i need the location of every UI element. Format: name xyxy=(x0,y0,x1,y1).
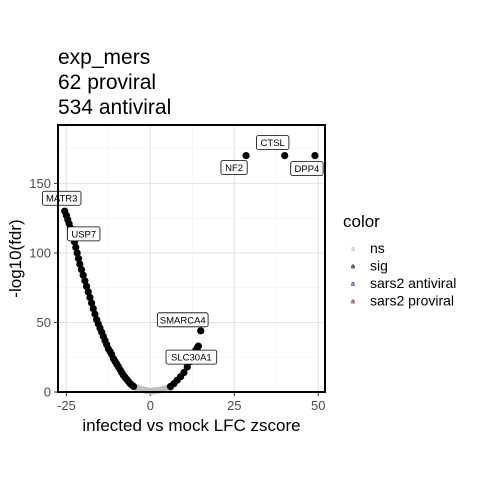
panel-border xyxy=(57,124,326,393)
gene-label: SLC30A1 xyxy=(165,349,218,365)
legend-title: color xyxy=(343,212,380,231)
gene-label: USP7 xyxy=(67,226,101,242)
sig-point xyxy=(72,243,80,251)
gene-label-box xyxy=(290,161,324,176)
legend-key: a xyxy=(351,281,355,288)
sig-point xyxy=(74,254,83,263)
sig-point xyxy=(82,282,91,290)
gene-label-text: DPP4 xyxy=(295,164,320,175)
legend-label: ns xyxy=(370,240,385,256)
panel-background xyxy=(58,125,325,392)
sig-point xyxy=(86,293,94,302)
legend-label: sars2 antiviral xyxy=(370,275,456,291)
gene-label-box xyxy=(42,190,82,206)
y-axis: 0 50 100 150 -log10(fdr) xyxy=(6,176,58,400)
gene-label-box xyxy=(67,226,101,242)
gene-label-text: SMARCA4 xyxy=(160,315,206,326)
sig-point xyxy=(242,151,250,160)
gene-label-text: MATR3 xyxy=(46,194,78,205)
title-line: 62 proviral xyxy=(58,71,156,94)
title-line: 534 antiviral xyxy=(58,96,171,119)
sig-point xyxy=(180,368,188,377)
gene-labels: MATR3 USP7 CTSL NF2 DPP4 SMARCA4 SLC30A1 xyxy=(42,124,326,393)
sig-point xyxy=(89,304,97,313)
legend-key: a xyxy=(351,299,355,306)
sig-point xyxy=(84,288,92,296)
gene-label-box xyxy=(220,160,248,175)
sig-point xyxy=(76,260,84,268)
x-tick-label: 25 xyxy=(227,398,241,413)
gene-label: CTSL xyxy=(256,135,290,150)
gene-label: SMARCA4 xyxy=(156,312,209,328)
sig-point xyxy=(79,271,87,279)
x-tick-label: 0 xyxy=(147,398,154,413)
legend-label: sig xyxy=(370,258,388,274)
y-tick-label: 150 xyxy=(29,176,51,191)
legend: color a ns a sig a sars2 antiviral a sars2 provi… xyxy=(343,212,456,309)
sig-point xyxy=(87,299,96,307)
sig-point xyxy=(281,151,289,160)
plot-panel xyxy=(58,125,325,393)
gene-label-box xyxy=(256,135,290,150)
sig-point xyxy=(183,363,191,371)
x-tick-label: -25 xyxy=(57,398,76,413)
gene-label-text: CTSL xyxy=(261,138,285,149)
y-tick-label: 100 xyxy=(29,245,51,260)
x-tick-label: 50 xyxy=(311,398,325,413)
sig-point xyxy=(73,249,81,257)
title-line: exp_mers xyxy=(58,46,150,69)
x-axis-title: infected vs mock LFC zscore xyxy=(82,416,300,435)
y-tick-label: 0 xyxy=(44,385,51,400)
sig-point xyxy=(311,151,319,160)
sig-point xyxy=(197,327,205,335)
legend-label: sars2 proviral xyxy=(370,293,454,309)
gene-label-box xyxy=(156,312,209,328)
gene-label-text: NF2 xyxy=(225,163,243,174)
x-axis: -25 0 25 50 infected vs mock LFC zscore xyxy=(57,392,326,435)
y-axis-title: -log10(fdr) xyxy=(6,219,25,297)
gene-label-text: USP7 xyxy=(71,229,96,240)
sig-point xyxy=(129,382,138,391)
legend-key: a xyxy=(351,246,355,253)
gene-label: MATR3 xyxy=(42,190,82,206)
gene-label-box xyxy=(165,349,218,365)
sig-point xyxy=(91,310,99,318)
gene-label: NF2 xyxy=(220,160,248,175)
y-tick-label: 50 xyxy=(37,315,51,330)
sig-point xyxy=(81,277,89,285)
gene-label-text: SLC30A1 xyxy=(171,353,212,364)
sig-point xyxy=(77,266,86,274)
sig-point xyxy=(194,342,202,350)
gene-label: DPP4 xyxy=(290,161,324,176)
legend-key: a xyxy=(351,264,355,271)
